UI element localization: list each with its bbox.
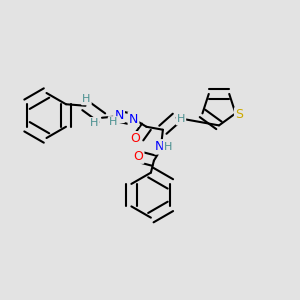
Text: N: N [129, 113, 138, 126]
Text: H: H [82, 94, 91, 104]
Text: N: N [155, 140, 165, 153]
Text: O: O [130, 132, 140, 145]
Text: O: O [133, 150, 143, 163]
Text: H: H [177, 114, 185, 124]
Text: H: H [109, 117, 117, 127]
Text: H: H [90, 118, 99, 128]
Text: N: N [114, 109, 124, 122]
Text: H: H [164, 142, 172, 152]
Text: S: S [235, 108, 243, 122]
